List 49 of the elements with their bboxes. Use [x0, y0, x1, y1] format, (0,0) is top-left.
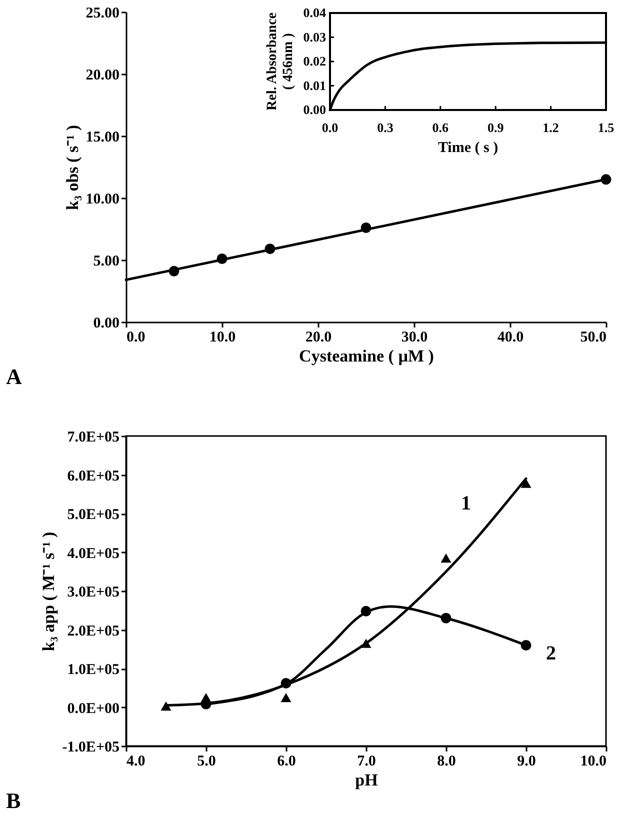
- y-tick-label: 4.0E+05: [67, 546, 120, 562]
- y-tick-label: 5.0E+05: [67, 507, 120, 523]
- y-tick-label: 0.0E+00: [67, 700, 120, 717]
- x-tick-label: 50.0: [580, 330, 606, 346]
- x-tick-label: 0.0: [322, 120, 338, 135]
- y-axis-title: Rel. Absorbance ( 456nm ): [265, 12, 296, 110]
- x-tick-label: 10.0: [209, 330, 236, 346]
- x-tick-label: 20.0: [305, 330, 332, 346]
- y-tick-label: 20.00: [86, 68, 120, 84]
- y-tick-label: 0.02: [303, 54, 326, 68]
- y-tick-label: 0.00: [303, 102, 326, 117]
- y-tick-label: 2.0E+05: [67, 623, 120, 640]
- x-tick-label: 30.0: [401, 330, 428, 346]
- x-tick-label: 4.0: [126, 754, 146, 770]
- x-tick-label: 6.0: [277, 754, 296, 770]
- y-tick-label: 25.00: [86, 6, 120, 22]
- y-tick-label: 10.00: [86, 192, 120, 208]
- text: A: [6, 364, 22, 389]
- text: B: [6, 788, 21, 813]
- x-tick-label: 0.3: [377, 120, 394, 135]
- x-tick-label: 7.0: [357, 754, 376, 770]
- x-axis-title: Time ( s ): [438, 140, 498, 156]
- series-label: 2: [546, 642, 556, 664]
- y-tick-label: 3.0E+05: [67, 584, 120, 600]
- y-tick-label: 5.00: [93, 254, 120, 270]
- y-axis-title: k₃ obs ( s⁻¹ ): [62, 124, 82, 210]
- x-axis-title: Cysteamine ( µM ): [299, 346, 434, 366]
- x-tick-label: 1.5: [598, 120, 615, 135]
- y-tick-label: 0.03: [303, 29, 326, 44]
- y-tick-label: 6.0E+05: [67, 468, 120, 484]
- x-tick-label: 5.0: [197, 754, 216, 770]
- x-tick-label: 1.2: [542, 120, 559, 135]
- x-tick-label: 9.0: [517, 754, 536, 770]
- x-tick-label: 0.9: [487, 120, 504, 135]
- y-tick-label: 15.00: [86, 130, 120, 146]
- y-tick-label: 1.0E+05: [67, 662, 120, 678]
- y-tick-label: -1.0E+05: [62, 740, 120, 756]
- x-axis-title: pH: [355, 770, 378, 790]
- y-tick-label: 0.01: [303, 78, 326, 93]
- y-tick-label: 0.00: [93, 316, 120, 332]
- x-tick-label: 0.0: [126, 330, 146, 346]
- x-tick-label: 0.6: [432, 120, 450, 135]
- x-tick-label: 40.0: [497, 330, 524, 346]
- x-tick-label: 8.0: [437, 754, 456, 770]
- text: 1: [461, 492, 471, 514]
- y-axis-title: k₃ app ( M⁻¹ s⁻¹ ): [39, 532, 58, 652]
- y-tick-label: 0.04: [303, 5, 326, 20]
- x-tick-label: 10.0: [580, 754, 606, 770]
- y-tick-label: 7.0E+05: [67, 430, 120, 446]
